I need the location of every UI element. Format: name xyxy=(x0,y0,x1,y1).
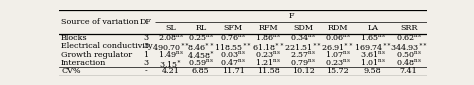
Text: 1.21$^{\mathregular{ns}}$: 1.21$^{\mathregular{ns}}$ xyxy=(255,58,281,68)
Text: Electrical conductivity: Electrical conductivity xyxy=(61,42,153,50)
Text: 15.72: 15.72 xyxy=(327,67,349,75)
Text: 3: 3 xyxy=(144,34,148,42)
Text: DF: DF xyxy=(140,18,152,26)
Text: 0.23$^{\mathregular{ns}}$: 0.23$^{\mathregular{ns}}$ xyxy=(255,49,281,60)
Text: 3.15$^{\mathregular{\ast}}$: 3.15$^{\mathregular{\ast}}$ xyxy=(159,58,182,69)
Text: 0.79$^{\mathregular{ns}}$: 0.79$^{\mathregular{ns}}$ xyxy=(290,58,316,68)
Text: RDM: RDM xyxy=(328,24,348,32)
Text: 0.06$^{\mathregular{ns}}$: 0.06$^{\mathregular{ns}}$ xyxy=(325,33,351,43)
Text: Blocks: Blocks xyxy=(61,34,88,42)
Text: RL: RL xyxy=(195,24,207,32)
Text: SDM: SDM xyxy=(293,24,313,32)
Text: F: F xyxy=(288,12,294,20)
Text: 4.21: 4.21 xyxy=(162,67,180,75)
Text: 2.57$^{\mathregular{ns}}$: 2.57$^{\mathregular{ns}}$ xyxy=(290,49,316,60)
Text: 118.55$^{\mathregular{\ast\ast}}$: 118.55$^{\mathregular{\ast\ast}}$ xyxy=(214,41,252,52)
Text: CV%: CV% xyxy=(61,67,81,75)
Text: 10.12: 10.12 xyxy=(292,67,314,75)
Text: 0.25$^{\mathregular{ns}}$: 0.25$^{\mathregular{ns}}$ xyxy=(188,33,214,43)
Text: 169.74$^{\mathregular{\ast\ast}}$: 169.74$^{\mathregular{\ast\ast}}$ xyxy=(354,41,392,52)
Text: 11.71: 11.71 xyxy=(222,67,245,75)
Text: 61.18$^{\mathregular{\ast\ast}}$: 61.18$^{\mathregular{\ast\ast}}$ xyxy=(252,41,285,52)
Text: 1.07$^{\mathregular{ns}}$: 1.07$^{\mathregular{ns}}$ xyxy=(325,49,351,60)
Text: 1.86$^{\mathregular{ns}}$: 1.86$^{\mathregular{ns}}$ xyxy=(255,33,281,43)
Text: 9.58: 9.58 xyxy=(364,67,382,75)
Text: 11.58: 11.58 xyxy=(257,67,280,75)
Text: 490.70$^{\mathregular{\ast\ast}}$: 490.70$^{\mathregular{\ast\ast}}$ xyxy=(152,41,190,52)
Text: 4.458$^{\mathregular{\ast}}$: 4.458$^{\mathregular{\ast}}$ xyxy=(187,49,215,60)
Text: 0.34$^{\mathregular{ns}}$: 0.34$^{\mathregular{ns}}$ xyxy=(290,33,316,43)
Text: 1.01$^{\mathregular{ns}}$: 1.01$^{\mathregular{ns}}$ xyxy=(360,58,386,68)
Text: Interaction: Interaction xyxy=(61,59,107,67)
Text: 3: 3 xyxy=(144,42,148,50)
Text: 8.46$^{\mathregular{\ast\ast}}$: 8.46$^{\mathregular{\ast\ast}}$ xyxy=(187,41,215,52)
Text: 0.03$^{\mathregular{ns}}$: 0.03$^{\mathregular{ns}}$ xyxy=(220,49,246,60)
Text: 0.47$^{\mathregular{ns}}$: 0.47$^{\mathregular{ns}}$ xyxy=(220,58,246,68)
Text: SL: SL xyxy=(165,24,176,32)
Text: Growth regulator: Growth regulator xyxy=(61,51,132,59)
Text: LA: LA xyxy=(367,24,378,32)
Text: 0.48$^{\mathregular{ns}}$: 0.48$^{\mathregular{ns}}$ xyxy=(396,58,422,68)
Text: 1.49$^{\mathregular{ns}}$: 1.49$^{\mathregular{ns}}$ xyxy=(158,49,184,60)
Text: 3.61$^{\mathregular{ns}}$: 3.61$^{\mathregular{ns}}$ xyxy=(360,49,386,60)
Text: 0.76$^{\mathregular{ns}}$: 0.76$^{\mathregular{ns}}$ xyxy=(220,33,246,43)
Text: 0.59$^{\mathregular{ns}}$: 0.59$^{\mathregular{ns}}$ xyxy=(188,58,214,68)
Text: 0.23$^{\mathregular{ns}}$: 0.23$^{\mathregular{ns}}$ xyxy=(325,58,351,68)
Text: 344.93$^{\mathregular{\ast\ast}}$: 344.93$^{\mathregular{\ast\ast}}$ xyxy=(390,41,428,52)
Text: 6.85: 6.85 xyxy=(192,67,210,75)
Text: 221.51$^{\mathregular{\ast\ast}}$: 221.51$^{\mathregular{\ast\ast}}$ xyxy=(284,41,322,52)
Text: SFM: SFM xyxy=(224,24,243,32)
Text: 0.62$^{\mathregular{ns}}$: 0.62$^{\mathregular{ns}}$ xyxy=(396,33,422,43)
Text: 2.08$^{\mathregular{ns}}$: 2.08$^{\mathregular{ns}}$ xyxy=(158,33,184,43)
Text: 1: 1 xyxy=(144,51,148,59)
Text: Source of variation: Source of variation xyxy=(61,18,139,26)
Text: 3: 3 xyxy=(144,59,148,67)
Text: SRR: SRR xyxy=(400,24,418,32)
Text: 0.50$^{\mathregular{ns}}$: 0.50$^{\mathregular{ns}}$ xyxy=(396,49,422,60)
Text: 1.65$^{\mathregular{ns}}$: 1.65$^{\mathregular{ns}}$ xyxy=(360,33,386,43)
Text: 7.41: 7.41 xyxy=(400,67,418,75)
Text: -: - xyxy=(145,67,147,75)
Text: 26.91$^{\mathregular{\ast\ast}}$: 26.91$^{\mathregular{\ast\ast}}$ xyxy=(321,41,355,52)
Text: RFM: RFM xyxy=(258,24,278,32)
